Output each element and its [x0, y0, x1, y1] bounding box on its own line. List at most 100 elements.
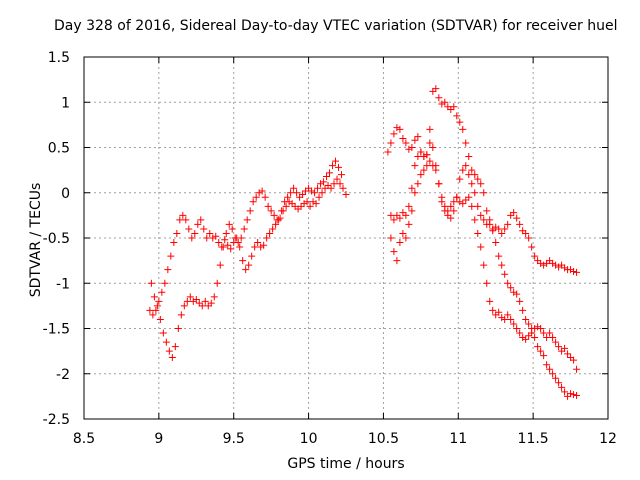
data-point [465, 153, 473, 161]
data-point [203, 234, 211, 242]
data-point [402, 139, 410, 147]
data-point [504, 279, 512, 287]
data-point [317, 180, 325, 188]
data-point [432, 166, 440, 174]
data-point [278, 207, 286, 215]
data-point [519, 306, 527, 314]
data-point [570, 356, 578, 364]
data-point [239, 257, 247, 265]
data-point [555, 263, 563, 271]
data-point [465, 171, 473, 179]
data-point [549, 334, 557, 342]
data-point [489, 225, 497, 233]
data-point [483, 207, 491, 215]
data-point [189, 297, 197, 305]
data-point [483, 279, 491, 287]
data-point [513, 214, 521, 222]
data-point [486, 297, 494, 305]
data-point [246, 207, 254, 215]
data-point [176, 216, 184, 224]
data-point [335, 163, 343, 171]
data-point [522, 229, 530, 237]
data-point [393, 257, 401, 265]
data-point [155, 297, 163, 305]
data-point [561, 388, 569, 396]
data-point [209, 234, 217, 242]
data-point [183, 297, 191, 305]
data-point [414, 180, 422, 188]
data-point [414, 153, 422, 161]
data-point [552, 338, 560, 346]
data-point [222, 229, 230, 237]
data-point [168, 353, 176, 361]
data-point [396, 239, 404, 247]
data-point [306, 202, 314, 210]
data-point [314, 184, 322, 192]
chart-title: Day 328 of 2016, Sidereal Day-to-day VTE… [54, 18, 618, 34]
data-point [450, 103, 458, 111]
data-point [555, 343, 563, 351]
data-point [227, 245, 235, 253]
data-point [507, 315, 515, 323]
data-point [546, 365, 554, 373]
data-point [177, 311, 185, 319]
series-track-e [387, 157, 581, 400]
data-point [426, 139, 434, 147]
data-point [201, 297, 209, 305]
data-point [477, 243, 485, 251]
x-tick-label: 9.5 [223, 431, 245, 447]
data-point [261, 193, 269, 201]
data-point [270, 211, 278, 219]
y-tick-label: -2 [56, 367, 70, 383]
data-point [299, 191, 307, 199]
data-point [249, 198, 257, 206]
data-point [266, 229, 274, 237]
data-point [213, 279, 221, 287]
data-point [546, 329, 554, 337]
data-point [480, 216, 488, 224]
data-point [498, 261, 506, 269]
data-point [411, 162, 419, 170]
data-point [417, 171, 425, 179]
y-axis-label: SDTVAR / TECUs [28, 182, 44, 298]
data-point [332, 157, 340, 165]
data-point [450, 198, 458, 206]
data-point [540, 329, 548, 337]
data-point [405, 220, 413, 228]
data-point [281, 198, 289, 206]
data-point [164, 266, 172, 274]
data-point [233, 234, 241, 242]
data-point [498, 229, 506, 237]
data-point [329, 162, 337, 170]
data-point [206, 229, 214, 237]
series-track-d [384, 85, 581, 276]
data-point [215, 239, 223, 247]
data-point [287, 189, 295, 197]
data-point [468, 180, 476, 188]
data-point [257, 243, 265, 251]
data-point [179, 211, 187, 219]
data-point [165, 347, 173, 355]
data-point [471, 189, 479, 197]
data-point [402, 234, 410, 242]
data-point [252, 193, 260, 201]
data-point [513, 325, 521, 332]
data-point [402, 211, 410, 219]
y-tick-label: 1 [61, 95, 70, 111]
y-axis-ticks: 1.5 1 0.5 0 -0.5 -1 -1.5 -2 -2.5 [43, 50, 608, 428]
data-point [537, 259, 545, 267]
data-point [158, 288, 166, 296]
data-points [146, 85, 581, 400]
data-point [528, 325, 536, 332]
data-point [450, 207, 458, 215]
data-point [552, 374, 560, 382]
data-point [435, 94, 443, 102]
data-point [423, 162, 431, 170]
data-point [228, 225, 236, 233]
data-point [429, 144, 437, 151]
data-point [315, 193, 323, 201]
data-point [468, 202, 476, 210]
data-point [396, 214, 404, 222]
data-point [320, 178, 328, 186]
data-point [465, 193, 473, 201]
